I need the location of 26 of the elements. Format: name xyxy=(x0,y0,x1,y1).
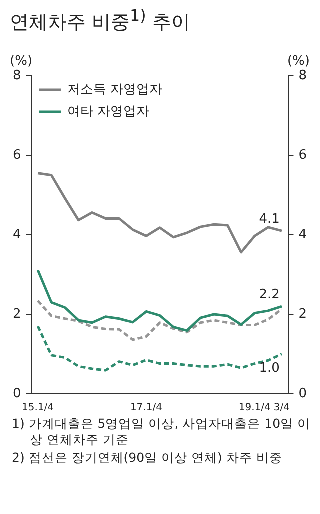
line-series xyxy=(36,325,284,372)
y-tick-label: 4 xyxy=(12,227,22,242)
y-tick-label: 0 xyxy=(12,386,22,402)
y2-tick-label: 8 xyxy=(298,68,308,84)
x-tick-label: 17.1/4 xyxy=(130,402,162,414)
y-tick-label: 2 xyxy=(12,306,22,322)
text: 2) 점선은 장기연체(90일 이상 연체) 차주 비중 xyxy=(12,450,284,466)
line-series xyxy=(36,300,284,342)
x-tick-label: 19.1/4 xyxy=(238,402,271,414)
y2-tick-label: 4 xyxy=(298,227,308,242)
text: 1) 가계대출은 5영업일 이상, 사업자대출은 10일 이상 연체차주 기준 xyxy=(12,416,312,448)
y-tick-label: 8 xyxy=(12,68,22,84)
y-tick-label: 6 xyxy=(12,148,22,163)
data-label: 4.1 xyxy=(259,212,280,227)
chart-title: 연체차주 비중$^{1)}$ 추이 xyxy=(9,5,192,36)
x-tick-label: 15.1/4 xyxy=(22,402,54,414)
y2-tick-label: 0 xyxy=(298,386,308,402)
y2-tick-label: 2 xyxy=(298,306,308,322)
y-axis-title: (%) xyxy=(10,54,33,69)
legend-label: 저소득 자영업자 xyxy=(67,82,162,98)
y2-axis-title: (%) xyxy=(287,54,310,69)
y2-tick-label: 6 xyxy=(298,148,308,163)
data-label: 1.0 xyxy=(259,361,280,376)
data-label: 2.2 xyxy=(259,287,280,302)
x-tick-label: 3/4 xyxy=(274,402,290,414)
legend-label: 여타 자영업자 xyxy=(67,104,150,120)
